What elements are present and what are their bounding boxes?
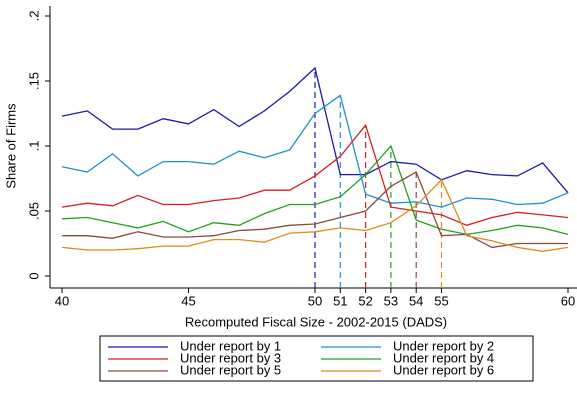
legend-label: Under report by 2: [393, 338, 494, 353]
x-tick-label: 53: [384, 293, 398, 308]
x-tick-label: 51: [333, 293, 347, 308]
series-line: [62, 171, 568, 249]
legend-label: Under report by 1: [180, 338, 281, 353]
legend-label: Under report by 6: [393, 362, 494, 377]
y-axis-title: Share of Firms: [3, 103, 18, 189]
x-tick-label: 40: [55, 293, 69, 308]
series-line: [61, 123, 569, 226]
legend-label: Under report by 5: [180, 362, 281, 377]
series-line: [61, 144, 569, 236]
series-line: [61, 178, 569, 252]
x-tick-label: 50: [308, 293, 322, 308]
series-line: [61, 66, 569, 194]
x-tick-label: 52: [358, 293, 372, 308]
series-line: [61, 94, 569, 208]
y-tick-label: 0: [26, 272, 41, 279]
legend-label: Under report by 4: [393, 350, 494, 365]
x-axis-title: Recomputed Fiscal Size - 2002-2015 (DADS…: [185, 314, 447, 329]
legend: [99, 335, 534, 382]
y-tick-label: .1: [26, 141, 41, 152]
legend-label: Under report by 3: [180, 350, 281, 365]
x-tick-label: 54: [409, 293, 423, 308]
x-tick-label: 45: [181, 293, 195, 308]
y-tick-label: .2: [26, 11, 41, 22]
x-tick-label: 60: [561, 293, 575, 308]
y-tick-label: .05: [26, 202, 41, 220]
y-tick-label: .15: [26, 72, 41, 90]
x-tick-label: 55: [434, 293, 448, 308]
